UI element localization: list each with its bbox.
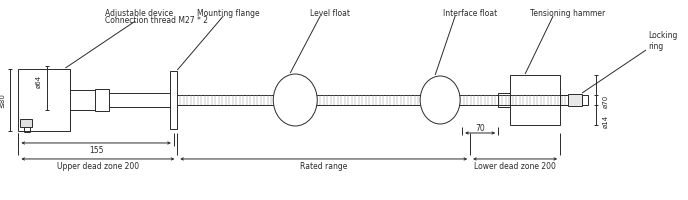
Bar [96, 90, 109, 111]
Text: ø14: ø14 [602, 114, 608, 127]
Text: Rated range: Rated range [300, 162, 347, 171]
Bar [510, 76, 560, 125]
Text: Lower dead zone 200: Lower dead zone 200 [474, 162, 556, 171]
Text: Adjustable device: Adjustable device [105, 9, 173, 17]
Text: ø70: ø70 [602, 94, 608, 107]
Bar [19, 70, 70, 131]
Bar [568, 95, 582, 106]
Bar [498, 94, 510, 107]
Text: Interface float: Interface float [443, 9, 497, 17]
Text: Upper dead zone 200: Upper dead zone 200 [57, 162, 139, 171]
Text: Connection thread M27 * 2: Connection thread M27 * 2 [105, 15, 208, 24]
Bar [21, 119, 32, 127]
Ellipse shape [420, 77, 460, 124]
Text: 155: 155 [89, 146, 103, 155]
Text: 70: 70 [475, 124, 485, 133]
Text: ≤80: ≤80 [0, 93, 6, 108]
Text: Level float: Level float [310, 9, 350, 17]
Bar [171, 72, 178, 129]
Text: ø64: ø64 [36, 74, 42, 87]
Text: Mounting flange: Mounting flange [197, 9, 259, 17]
Text: Tensioning hammer: Tensioning hammer [530, 9, 605, 17]
Text: Locking
ring: Locking ring [648, 31, 678, 50]
Bar [560, 96, 588, 105]
Ellipse shape [273, 75, 317, 126]
